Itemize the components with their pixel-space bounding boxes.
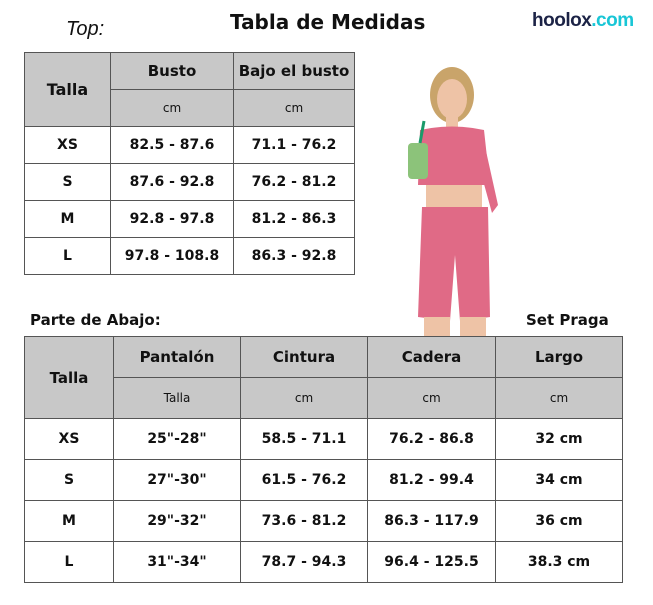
table-row: XS 25"-28" 58.5 - 71.1 76.2 - 86.8 32 cm [24, 418, 623, 460]
table-header-row: Talla Busto Bajo el busto [24, 52, 355, 127]
value-cell: 86.3 - 92.8 [233, 237, 355, 275]
table-row: M 29"-32" 73.6 - 81.2 86.3 - 117.9 36 cm [24, 500, 623, 542]
value-cell: 76.2 - 81.2 [233, 163, 355, 201]
size-header: Talla [24, 52, 111, 127]
model-leg [460, 317, 486, 337]
model-photo [408, 67, 498, 337]
value-cell: 36 cm [495, 500, 623, 542]
column-header: Cintura [240, 336, 368, 378]
value-cell: 73.6 - 81.2 [240, 500, 368, 542]
size-cell: L [24, 541, 114, 583]
table-header-row: Talla Pantalón Cintura Cadera Largo [24, 336, 623, 419]
logo-text: hoolox [532, 10, 592, 31]
value-cell: 71.1 - 76.2 [233, 126, 355, 164]
unit-cell: cm [495, 377, 623, 419]
shorts [418, 207, 490, 321]
table-row: S 87.6 - 92.8 76.2 - 81.2 [24, 163, 355, 201]
page-title: Tabla de Medidas [230, 10, 426, 34]
value-cell: 86.3 - 117.9 [367, 500, 496, 542]
model-face [437, 79, 467, 119]
value-cell: 32 cm [495, 418, 623, 460]
size-cell: L [24, 237, 111, 275]
value-cell: 25"-28" [113, 418, 241, 460]
size-header: Talla [24, 336, 114, 419]
unit-cell: cm [240, 377, 368, 419]
value-cell: 27"-30" [113, 459, 241, 501]
bottom-size-table: Talla Pantalón Cintura Cadera Largo Tall… [24, 336, 623, 583]
value-cell: 76.2 - 86.8 [367, 418, 496, 460]
value-cell: 58.5 - 71.1 [240, 418, 368, 460]
value-cell: 81.2 - 99.4 [367, 459, 496, 501]
column-header: Largo [495, 336, 623, 378]
top-section-label: Top: [66, 18, 105, 40]
crop-top [418, 126, 490, 185]
table-row: M 92.8 - 97.8 81.2 - 86.3 [24, 200, 355, 238]
column-header: Bajo el busto [233, 52, 355, 90]
brand-logo: hoolox.com [532, 10, 634, 32]
unit-cell: cm [367, 377, 496, 419]
logo-domain: .com [591, 10, 634, 31]
bottom-section-label: Parte de Abajo: [30, 311, 161, 329]
size-cell: S [24, 459, 114, 501]
straw [418, 120, 426, 144]
value-cell: 31"-34" [113, 541, 241, 583]
unit-cell: cm [110, 89, 234, 127]
table-row: L 97.8 - 108.8 86.3 - 92.8 [24, 237, 355, 275]
model-neck [446, 117, 458, 129]
table-row: L 31"-34" 78.7 - 94.3 96.4 - 125.5 38.3 cm [24, 541, 623, 583]
unit-cell: Talla [113, 377, 241, 419]
size-cell: M [24, 200, 111, 238]
size-cell: S [24, 163, 111, 201]
drink-cup [408, 143, 428, 179]
value-cell: 61.5 - 76.2 [240, 459, 368, 501]
value-cell: 87.6 - 92.8 [110, 163, 234, 201]
size-cell: XS [24, 126, 111, 164]
table-unit-row: cm cm [25, 89, 355, 127]
top-size-table: Talla Busto Bajo el busto cm cm XS 82.5 -… [24, 52, 355, 275]
value-cell: 38.3 cm [495, 541, 623, 583]
column-header: Busto [110, 52, 234, 90]
size-cell: M [24, 500, 114, 542]
column-header: Cadera [367, 336, 496, 378]
model-waist [426, 185, 482, 210]
table-row: XS 82.5 - 87.6 71.1 - 76.2 [24, 126, 355, 164]
set-name-label: Set Praga [526, 311, 609, 329]
column-header: Pantalón [113, 336, 241, 378]
value-cell: 82.5 - 87.6 [110, 126, 234, 164]
value-cell: 81.2 - 86.3 [233, 200, 355, 238]
size-cell: XS [24, 418, 114, 460]
value-cell: 34 cm [495, 459, 623, 501]
value-cell: 78.7 - 94.3 [240, 541, 368, 583]
unit-cell: cm [233, 89, 355, 127]
model-leg [424, 317, 450, 337]
value-cell: 97.8 - 108.8 [110, 237, 234, 275]
value-cell: 96.4 - 125.5 [367, 541, 496, 583]
table-row: S 27"-30" 61.5 - 76.2 81.2 - 99.4 34 cm [24, 459, 623, 501]
table-unit-row: Talla cm cm cm [25, 377, 623, 419]
sleeve [476, 133, 498, 213]
value-cell: 92.8 - 97.8 [110, 200, 234, 238]
value-cell: 29"-32" [113, 500, 241, 542]
